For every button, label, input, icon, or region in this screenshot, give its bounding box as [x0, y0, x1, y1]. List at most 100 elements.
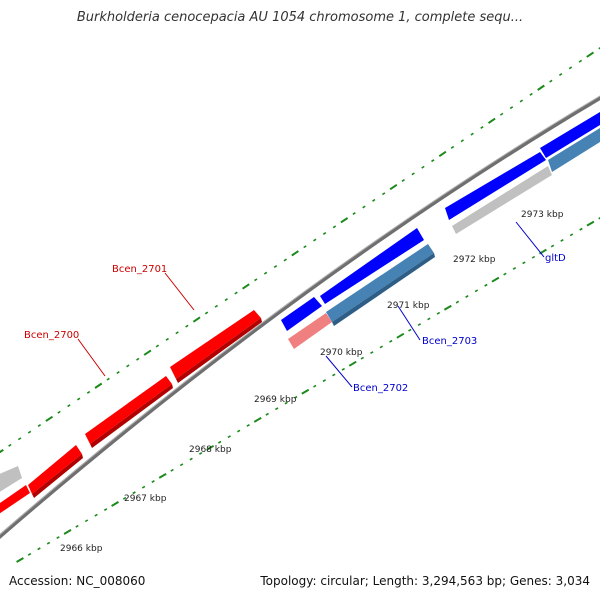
gene-arrow-other[interactable] — [0, 466, 22, 498]
gene-label-bcen-2703[interactable]: Bcen_2703 — [422, 336, 477, 347]
minor-tick — [132, 491, 136, 495]
gene-arrow-light-red[interactable] — [288, 313, 332, 349]
leader-line — [397, 305, 421, 341]
scale-label: 2970 kbp — [320, 348, 363, 358]
minor-tick — [56, 536, 60, 539]
major-tick — [111, 501, 120, 507]
gene-arrow-forward[interactable] — [170, 310, 261, 379]
reverse-gene-track — [281, 112, 600, 331]
major-tick — [158, 473, 167, 479]
leader-line — [325, 355, 353, 388]
minor-tick — [155, 344, 160, 348]
major-tick — [389, 183, 398, 191]
major-tick — [537, 84, 545, 91]
minor-tick — [499, 112, 504, 116]
gene-arrow-reverse[interactable] — [445, 152, 546, 220]
minor-tick — [246, 424, 250, 427]
minor-tick — [474, 289, 479, 293]
genome-info-text: Topology: circular; Length: 3,294,563 bp… — [260, 574, 590, 588]
backbone-line — [0, 95, 600, 539]
major-tick — [0, 448, 4, 454]
minor-tick — [389, 339, 393, 343]
minor-tick — [76, 397, 81, 401]
gene-arrow-other[interactable] — [452, 166, 552, 234]
minor-tick — [313, 238, 317, 242]
major-tick — [45, 415, 54, 422]
minor-tick — [529, 92, 533, 96]
minor-tick — [550, 244, 555, 248]
minor-tick — [372, 198, 376, 202]
minor-tick — [560, 239, 564, 242]
leader-line — [77, 338, 106, 377]
minor-tick — [84, 519, 89, 523]
gene-label-bcen-2702[interactable]: Bcen_2702 — [353, 383, 408, 394]
major-tick — [487, 117, 496, 124]
gene-arrow-forward[interactable] — [28, 445, 82, 494]
minor-tick — [322, 231, 327, 235]
major-tick — [586, 51, 595, 58]
minor-tick — [421, 165, 425, 169]
scale-label: 2969 kbp — [254, 395, 297, 405]
minor-tick — [465, 295, 469, 298]
scale-label: 2966 kbp — [60, 544, 103, 554]
gene-label-bcen-2700[interactable]: Bcen_2700 — [24, 330, 79, 341]
gene-arrow-forward[interactable] — [0, 485, 30, 520]
minor-tick — [436, 311, 441, 315]
gene-arrow-reverse[interactable] — [540, 112, 600, 158]
minor-tick — [67, 404, 71, 408]
minor-tick — [237, 429, 241, 433]
minor-tick — [455, 300, 460, 304]
minor-tick — [204, 311, 209, 315]
major-tick — [396, 332, 405, 339]
minor-tick — [103, 508, 108, 511]
minor-tick — [322, 379, 327, 383]
minor-tick — [381, 192, 386, 196]
gene-arrow-steel-blue[interactable] — [326, 244, 434, 322]
major-tick — [491, 276, 500, 283]
minor-tick — [214, 304, 219, 308]
minor-tick — [503, 272, 507, 276]
major-tick — [291, 250, 299, 257]
minor-tick — [579, 227, 583, 231]
gene-arrow-reverse[interactable] — [320, 228, 424, 304]
major-tick — [340, 217, 349, 224]
minor-tick — [254, 278, 258, 282]
gene-label-gltd[interactable]: gltD — [545, 253, 566, 264]
minor-tick — [179, 463, 184, 467]
minor-tick — [189, 457, 193, 461]
minor-tick — [431, 159, 435, 163]
gene-arrow-shade — [332, 253, 435, 326]
minor-tick — [408, 328, 412, 332]
minor-tick — [522, 261, 526, 265]
minor-tick — [598, 47, 600, 50]
minor-tick — [75, 524, 79, 528]
gene-label-bcen-2701[interactable]: Bcen_2701 — [112, 264, 167, 275]
minor-tick — [370, 351, 374, 354]
minor-tick — [218, 440, 222, 444]
minor-tick — [263, 271, 268, 275]
minor-tick — [470, 132, 474, 136]
minor-tick — [94, 513, 98, 517]
minor-tick — [284, 401, 288, 405]
major-tick — [16, 557, 24, 563]
gene-arrow-reverse[interactable] — [281, 297, 322, 331]
minor-tick — [519, 99, 524, 103]
map-title: Burkholderia cenocepacia AU 1054 chromos… — [76, 10, 524, 25]
minor-tick — [57, 410, 61, 414]
outer-tick-track — [0, 47, 600, 454]
minor-tick — [460, 139, 464, 143]
minor-tick — [360, 356, 364, 360]
minor-tick — [512, 267, 517, 270]
minor-tick — [126, 364, 130, 368]
minor-tick — [17, 437, 22, 441]
major-tick — [438, 150, 447, 158]
scale-labels: 2966 kbp 2967 kbp 2968 kbp 2969 kbp 2970 kbp… — [60, 210, 564, 554]
scale-label: 2972 kbp — [453, 255, 496, 265]
minor-tick — [332, 373, 336, 377]
gene-arrow-forward[interactable] — [85, 376, 172, 444]
minor-tick — [531, 255, 536, 259]
major-tick — [63, 529, 72, 535]
gene-arrow-steel-blue[interactable] — [548, 128, 600, 172]
minor-tick — [362, 205, 366, 209]
minor-tick — [275, 407, 279, 411]
